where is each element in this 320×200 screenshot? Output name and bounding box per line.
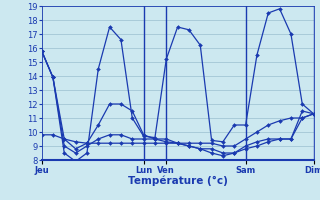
X-axis label: Température (°c): Température (°c) [128, 176, 228, 186]
